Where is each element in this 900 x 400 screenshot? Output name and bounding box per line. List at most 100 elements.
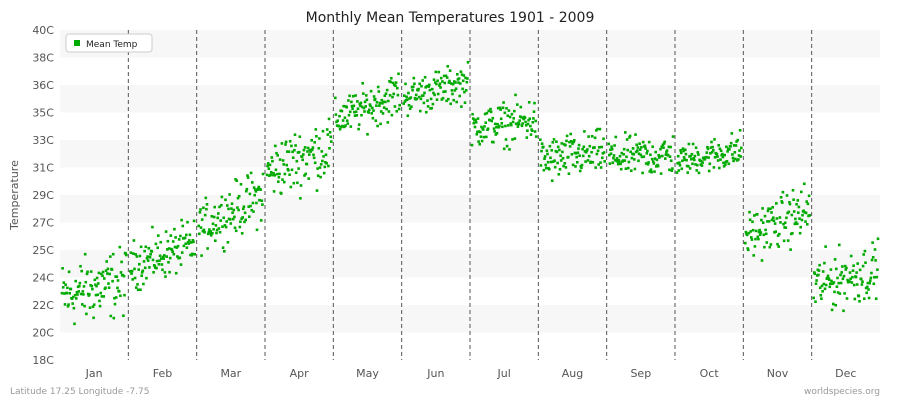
data-point — [223, 250, 226, 253]
data-point — [228, 218, 232, 221]
data-point — [486, 127, 490, 130]
data-point — [664, 153, 668, 156]
data-point — [875, 275, 879, 279]
data-point — [151, 258, 155, 262]
data-point — [273, 174, 276, 177]
data-point — [241, 216, 244, 219]
data-point — [565, 134, 569, 138]
data-point — [360, 105, 364, 109]
data-point — [306, 150, 309, 153]
data-point — [721, 155, 725, 159]
data-point — [627, 166, 630, 170]
data-point — [435, 98, 439, 101]
data-point — [233, 215, 236, 219]
data-point — [688, 167, 692, 170]
data-point — [849, 277, 852, 281]
data-point — [213, 205, 216, 209]
data-point — [692, 157, 695, 160]
data-point — [600, 145, 603, 149]
data-point — [766, 209, 770, 213]
data-point — [471, 112, 474, 116]
data-point — [705, 151, 709, 154]
data-point — [149, 253, 152, 256]
data-point — [695, 169, 698, 172]
data-point — [871, 256, 875, 259]
data-point — [259, 188, 262, 191]
data-point — [792, 198, 795, 201]
data-point — [303, 146, 307, 149]
data-point — [259, 219, 263, 222]
data-point — [288, 173, 291, 176]
data-point — [227, 207, 230, 211]
data-point — [473, 125, 477, 129]
x-tick-label: Jul — [497, 367, 511, 380]
data-point — [843, 292, 846, 295]
data-point — [636, 146, 640, 149]
data-point — [838, 292, 842, 295]
data-point — [377, 90, 381, 93]
data-point — [590, 135, 594, 138]
data-point — [872, 282, 876, 286]
data-point — [78, 281, 82, 285]
data-point — [211, 222, 215, 226]
data-point — [349, 125, 353, 128]
data-point — [873, 276, 876, 279]
data-point — [848, 271, 852, 274]
data-point — [397, 107, 401, 111]
data-point — [570, 140, 573, 143]
data-point — [717, 144, 720, 147]
data-point — [524, 124, 528, 127]
data-point — [96, 293, 99, 297]
data-point — [237, 194, 241, 198]
data-point — [857, 294, 861, 298]
data-point — [745, 233, 749, 237]
data-point — [70, 297, 74, 300]
data-point — [682, 156, 686, 159]
data-point — [658, 155, 662, 158]
data-point — [248, 215, 251, 218]
data-point — [280, 192, 283, 195]
data-point — [113, 302, 117, 306]
data-point — [568, 145, 572, 148]
data-point — [601, 156, 604, 160]
data-point — [761, 221, 765, 224]
data-point — [296, 181, 299, 185]
data-point — [786, 239, 790, 242]
data-point — [633, 158, 636, 161]
data-point — [518, 119, 521, 122]
data-point — [236, 206, 239, 209]
data-point — [344, 124, 347, 127]
data-point — [511, 120, 515, 124]
data-point — [502, 101, 505, 104]
data-point — [216, 216, 219, 220]
data-point — [488, 118, 492, 122]
data-point — [603, 160, 606, 163]
data-point — [356, 100, 359, 103]
data-point — [850, 281, 854, 284]
data-point — [813, 272, 817, 275]
data-point — [619, 167, 623, 171]
data-point — [276, 154, 279, 157]
data-point — [417, 87, 420, 91]
data-point — [316, 167, 319, 170]
data-point — [303, 174, 306, 177]
data-point — [451, 82, 455, 86]
data-point — [758, 233, 762, 236]
data-point — [144, 245, 148, 249]
data-point — [223, 224, 227, 227]
data-point — [366, 133, 369, 136]
data-point — [598, 127, 602, 131]
data-point — [293, 148, 296, 152]
data-point — [102, 295, 105, 298]
data-point — [66, 305, 70, 308]
data-point — [222, 216, 225, 220]
data-point — [543, 155, 547, 158]
data-point — [375, 101, 379, 104]
data-point — [457, 77, 461, 80]
data-point — [501, 125, 504, 129]
data-point — [611, 161, 615, 164]
data-point — [454, 81, 457, 84]
data-point — [245, 189, 248, 193]
data-point — [130, 272, 133, 275]
data-point — [291, 150, 294, 154]
